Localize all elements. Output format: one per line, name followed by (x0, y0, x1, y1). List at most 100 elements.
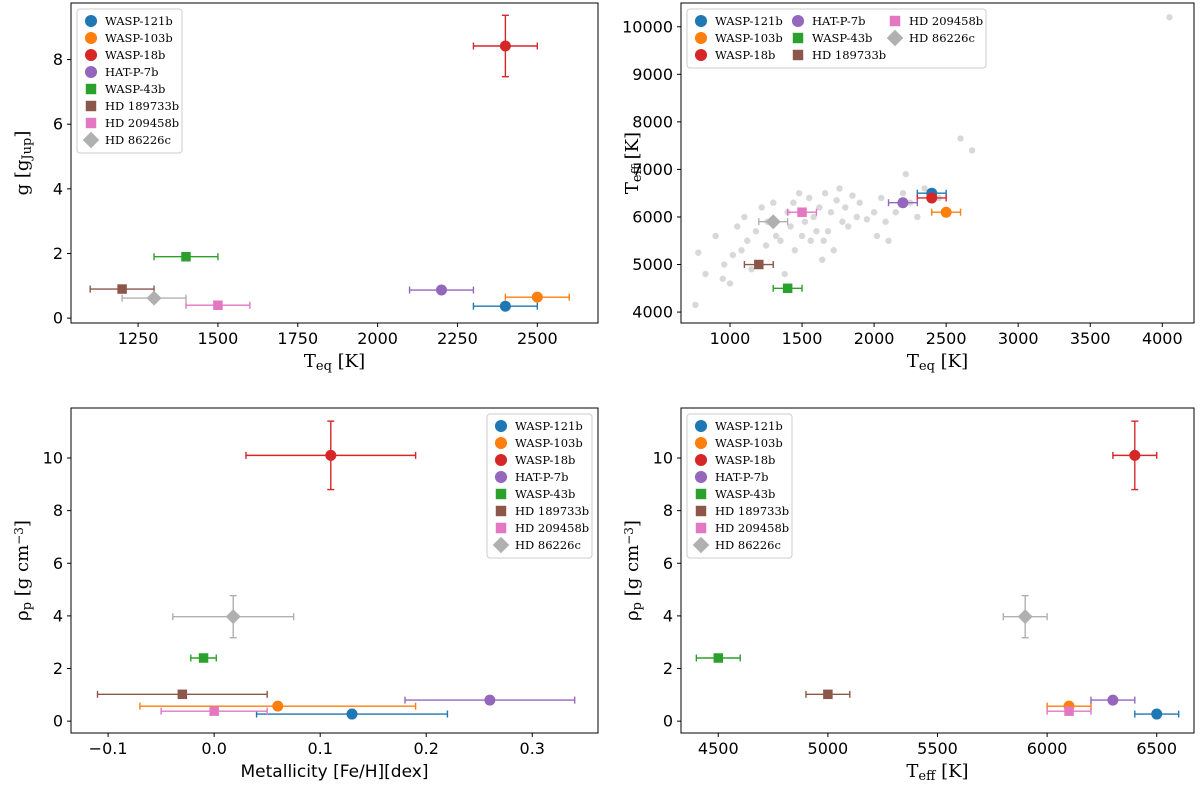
legend-label: WASP-103b (715, 436, 783, 450)
legend-item-wasp-43b: WASP-43b (695, 487, 775, 501)
legend-marker (694, 453, 708, 467)
legend-label: WASP-18b (105, 48, 165, 62)
legend-label: HD 86226c (715, 538, 781, 552)
legend-item-hd-86226c: HD 86226c (692, 536, 781, 554)
legend-marker (494, 436, 508, 450)
legend-marker (889, 15, 901, 27)
panel-top-right: 1000 1500 2000 2500 3000 3500 4000 4000 5000 6000… (622, 2, 1195, 374)
legend-item-wasp-43b: WASP-43b (85, 82, 165, 96)
legend-item-hat-p-7b: HAT-P-7b (84, 65, 158, 79)
y-axis-label-part: ] (12, 131, 33, 138)
background-point (795, 189, 803, 197)
x-axis-label-part: eq (316, 359, 332, 374)
x-tick-label: 1250 (118, 329, 159, 348)
legend-label: WASP-43b (515, 487, 575, 501)
series-hat-p-7b (1090, 694, 1136, 706)
x-tick-label: 6500 (1136, 739, 1177, 758)
background-point (752, 228, 760, 235)
data-point-hat-p-7b (435, 284, 447, 296)
y-tick-label: 8 (663, 501, 673, 520)
background-points (692, 14, 1173, 309)
series-hd-209458b (160, 706, 268, 716)
legend-label: WASP-18b (515, 453, 575, 467)
legend-item-hat-p-7b: HAT-P-7b (694, 470, 768, 484)
background-point (878, 194, 885, 202)
data-point-hd-86226c (765, 214, 781, 230)
series-wasp-18b (916, 192, 947, 204)
y-tick-label: 8 (53, 501, 63, 520)
data-point-hd-209458b (1064, 706, 1074, 716)
y-axis-label-part: p (630, 602, 645, 610)
legend-label: HD 209458b (715, 521, 789, 535)
background-point (836, 185, 843, 192)
series-hd-209458b (185, 300, 251, 310)
series-hd-86226c (172, 594, 295, 639)
background-point (1166, 14, 1173, 21)
legend-item-wasp-103b: WASP-103b (494, 436, 583, 450)
background-point (830, 247, 837, 254)
legend-label: HD 86226c (105, 133, 171, 147)
legend-marker (84, 65, 98, 79)
background-point (827, 209, 835, 216)
legend-item-hd-189733b: HD 189733b (495, 504, 589, 518)
axes-frame (70, 407, 599, 734)
data-point-wasp-43b (782, 283, 793, 294)
x-axis-label-part: eff (918, 769, 937, 784)
legend-item-wasp-121b: WASP-121b (694, 14, 783, 28)
x-axis-label: Teff [K] (906, 761, 968, 784)
data-point-wasp-103b (272, 700, 284, 712)
y-tick-label: 6 (53, 554, 63, 573)
series-hd-86226c (1002, 594, 1048, 639)
data-point-wasp-103b (940, 206, 952, 218)
legend-label: WASP-121b (105, 14, 173, 28)
legend-box (686, 413, 793, 559)
legend-item-hd-209458b: HD 209458b (889, 14, 983, 28)
legend-marker (84, 48, 98, 62)
background-point (702, 270, 709, 278)
series-wasp-103b (931, 206, 962, 218)
legend-label: WASP-18b (715, 48, 775, 62)
legend-item-wasp-103b: WASP-103b (84, 31, 173, 45)
data-point-hd-209458b (213, 300, 223, 310)
x-tick-label: 2500 (926, 329, 967, 348)
series-wasp-43b (190, 653, 217, 663)
y-axis-label-part: −3 (622, 527, 636, 545)
background-point (856, 199, 863, 206)
data-point-wasp-103b (531, 291, 543, 303)
background-point (957, 135, 964, 142)
panel-top-left: 1250 1500 1750 2000 2250 2500 0 2 4 6 8 Teq [K] g [g… (12, 2, 599, 374)
legend-label: HD 189733b (515, 504, 589, 518)
background-point (744, 237, 751, 244)
y-axis-label-part: ] (622, 520, 643, 527)
legend-label: WASP-121b (515, 419, 583, 433)
background-point (839, 218, 846, 225)
y-axis-label-part: p (20, 602, 35, 610)
background-point (719, 275, 726, 282)
legend-marker (84, 14, 98, 28)
background-point (899, 189, 907, 197)
background-point (762, 242, 770, 249)
background-point (849, 192, 856, 199)
legend-box (76, 8, 183, 154)
y-tick-label: 8 (53, 50, 63, 69)
background-point (824, 228, 832, 235)
background-point (902, 170, 909, 178)
y-axis-label-part: g [g (12, 160, 33, 196)
legend-box (686, 8, 987, 69)
background-point (791, 247, 799, 254)
y-axis-label-part: ] (12, 520, 33, 527)
x-axis-label-part: T (906, 761, 918, 782)
background-point (853, 213, 861, 221)
legend-marker (495, 505, 507, 517)
background-point (758, 204, 765, 211)
legend-marker (495, 488, 507, 500)
background-point (806, 194, 813, 202)
y-axis-label: ρp [g cm−3] (12, 520, 35, 621)
data-point-wasp-43b (713, 653, 724, 663)
legend: WASP-121b WASP-103b WASP-18b HAT-P-7b WASP-4… (686, 413, 793, 559)
legend-marker (792, 49, 804, 61)
background-point (770, 199, 777, 206)
legend-label: HAT-P-7b (515, 470, 568, 484)
background-point (801, 218, 809, 225)
x-tick-label: 2000 (854, 329, 895, 348)
